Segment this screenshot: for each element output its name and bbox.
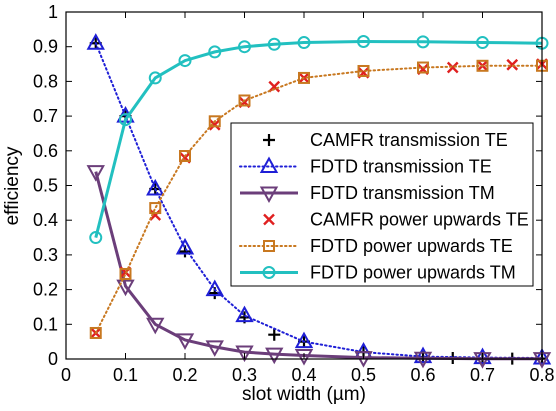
data-point: [532, 347, 552, 365]
data-point: [357, 64, 370, 77]
data-point: [149, 202, 162, 215]
x-tick-label: 0.8: [529, 365, 554, 385]
data-point: [86, 33, 105, 50]
data-point: [179, 245, 191, 258]
series-4: [89, 59, 548, 339]
y-tick-label: 0.8: [33, 71, 58, 91]
legend-marker: [259, 156, 279, 173]
legend-marker: [263, 134, 275, 146]
series-layer: [86, 33, 552, 369]
x-tick-label: 0.4: [291, 365, 316, 385]
data-point: [298, 71, 310, 84]
x-tick-label: 0.6: [410, 365, 435, 385]
data-point: [208, 118, 221, 131]
legend-label: FDTD power upwards TE: [310, 236, 513, 256]
data-point: [148, 71, 162, 85]
legend-box: [230, 122, 534, 287]
x-axis-label: slot width (µm): [242, 384, 366, 405]
data-point: [119, 113, 132, 127]
x-tick-label: 0.2: [172, 365, 197, 385]
data-point: [205, 340, 224, 357]
y-tick-label: 0.5: [33, 176, 58, 196]
legend-marker: [263, 213, 275, 226]
axes-layer: 0 0.1 0.2 0.3 0.4 0.5 0.6 0.7 0.8 0 0.1 0.2 0.3 0.4 0.…: [33, 2, 555, 385]
data-point: [146, 317, 165, 335]
data-point: [413, 346, 433, 364]
data-point: [416, 35, 430, 49]
data-point: [179, 150, 191, 163]
data-point: [473, 347, 492, 365]
legend-label: FDTD transmission TE: [310, 157, 492, 177]
y-tick-label: 0.4: [33, 210, 58, 230]
data-point: [235, 345, 254, 363]
data-point: [268, 80, 281, 93]
data-point: [89, 326, 102, 339]
data-point: [205, 279, 224, 297]
legend-entry: FDTD transmission TM: [240, 183, 495, 204]
legend-label: FDTD transmission TM: [310, 183, 495, 203]
series-2: [86, 165, 552, 369]
data-point: [417, 61, 429, 74]
y-tick-label: 0.1: [33, 314, 58, 334]
y-tick-label: 1: [48, 2, 58, 22]
data-point: [476, 36, 489, 50]
legend-entry: CAMFR transmission TE: [263, 130, 508, 150]
y-axis-label: efficiency: [2, 146, 23, 225]
data-point: [235, 305, 254, 323]
y-tick-label: 0.3: [33, 245, 58, 265]
y-tick-label: 0: [48, 349, 58, 369]
legend-label: FDTD power upwards TM: [310, 263, 516, 283]
legend-label: CAMFR power upwards TE: [310, 210, 529, 230]
data-point: [175, 333, 195, 350]
legend: CAMFR transmission TE FDTD transmission T…: [230, 122, 534, 287]
data-point: [297, 36, 311, 50]
series-5: [89, 34, 549, 245]
data-point: [146, 178, 165, 196]
series-line: [94, 39, 543, 238]
y-tick-label: 0.9: [33, 37, 58, 57]
legend-entry: FDTD transmission TE: [239, 156, 492, 177]
x-tick-label: 0.5: [351, 365, 376, 385]
data-point: [357, 34, 370, 48]
data-point: [506, 58, 519, 71]
data-point: [294, 331, 314, 349]
y-tick-label: 0.6: [33, 141, 58, 161]
data-point: [476, 59, 489, 72]
x-tick-label: 0.3: [232, 365, 257, 385]
data-point: [446, 61, 459, 74]
legend-marker: [263, 240, 275, 252]
data-point: [208, 115, 221, 128]
data-point: [265, 347, 284, 365]
data-point: [149, 209, 162, 221]
data-point: [238, 40, 251, 54]
x-tick-label: 0.1: [113, 365, 138, 385]
x-tick-label: 0: [61, 365, 71, 385]
data-point: [86, 165, 105, 182]
legend-marker: [262, 266, 276, 279]
data-point: [175, 237, 195, 255]
legend-entry: FDTD power upwards TE: [239, 236, 513, 256]
data-point: [238, 94, 251, 107]
y-tick-label: 0.2: [33, 280, 58, 300]
data-point: [294, 349, 314, 366]
y-tick-label: 0.7: [33, 106, 58, 126]
legend-marker: [259, 186, 279, 204]
data-point: [268, 328, 281, 341]
data-point: [89, 231, 103, 245]
legend-entry: CAMFR power upwards TE: [263, 210, 529, 230]
x-tick-label: 0.7: [470, 365, 495, 385]
legend-entry: FDTD power upwards TM: [240, 263, 516, 283]
data-point: [178, 54, 192, 68]
data-point: [208, 45, 222, 59]
data-point: [116, 279, 135, 297]
legend-label: CAMFR transmission TE: [310, 130, 508, 150]
legend-entries: CAMFR transmission TE FDTD transmission T…: [239, 130, 529, 283]
data-point: [267, 37, 281, 51]
series-line: [94, 64, 543, 334]
data-point: [119, 267, 132, 280]
